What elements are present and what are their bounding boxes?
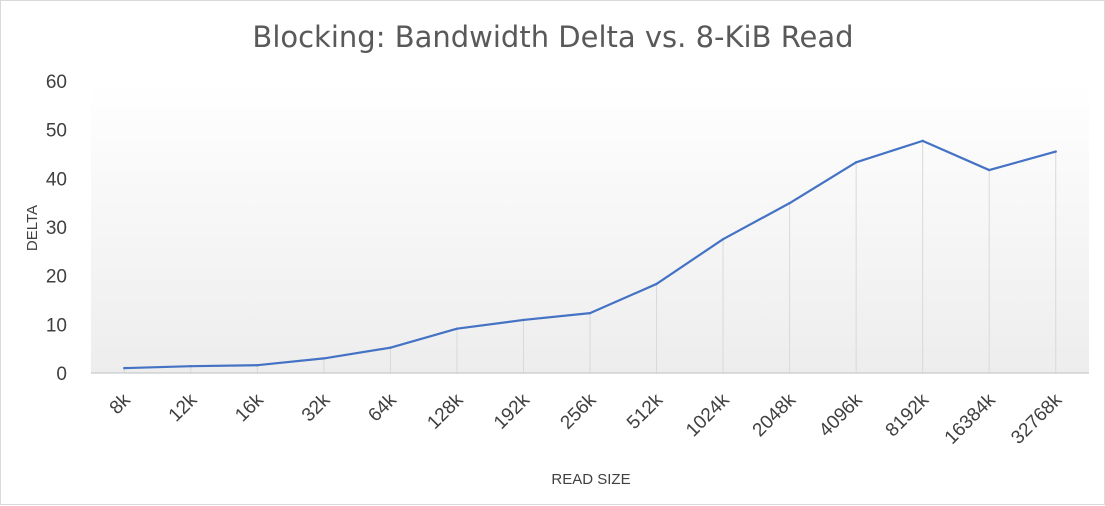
x-axis-ticks: 8k 12k 16k 32k 64k 128k 192k 256k 512k 1024k 2048k…	[106, 389, 1067, 448]
x-tick-label: 16384k	[941, 389, 1000, 448]
x-tick-label: 12k	[165, 389, 202, 426]
data-point-256k	[588, 311, 592, 315]
y-tick-label: 0	[56, 364, 67, 385]
data-point-4096k	[854, 161, 858, 164]
y-tick-label: 10	[46, 315, 67, 336]
y-tick-label: 20	[46, 267, 67, 288]
data-point-192k	[522, 318, 525, 322]
x-tick-label: 256k	[557, 389, 601, 433]
x-tick-label: 32768k	[1007, 389, 1066, 448]
data-point-8k	[123, 366, 126, 370]
data-point-2048k	[788, 201, 791, 205]
y-tick-label: 50	[46, 121, 67, 142]
x-tick-label: 32k	[298, 389, 335, 426]
data-point-8192k	[921, 139, 924, 143]
x-tick-label: 64k	[364, 389, 401, 426]
data-point-512k	[655, 282, 658, 286]
x-tick-label: 16k	[231, 389, 268, 426]
gridlines	[123, 140, 1057, 373]
y-tick-label: 60	[46, 72, 67, 93]
data-point-128k	[455, 327, 459, 330]
x-tick-label: 128k	[423, 389, 467, 433]
x-axis-label: READ SIZE	[551, 471, 630, 488]
data-point-1024k	[721, 237, 725, 241]
x-tick-label: 8k	[106, 389, 135, 418]
data-point-12k	[189, 364, 192, 368]
data-points	[123, 139, 1057, 370]
y-axis-label: DELTA	[24, 205, 41, 251]
x-tick-label: 512k	[623, 389, 667, 433]
data-point-16384k	[988, 168, 991, 172]
data-point-32k	[322, 357, 326, 360]
y-axis-ticks: 0 10 20 30 40 50 60	[46, 72, 67, 385]
chart-title: Blocking: Bandwidth Delta vs. 8-KiB Read	[252, 20, 853, 54]
x-tick-label: 8192k	[882, 389, 934, 441]
y-tick-label: 30	[46, 218, 67, 239]
x-tick-label: 192k	[490, 389, 534, 433]
y-tick-label: 40	[46, 169, 67, 190]
x-tick-label: 1024k	[682, 389, 734, 441]
x-tick-label: 4096k	[815, 389, 867, 441]
x-tick-label: 2048k	[749, 389, 801, 441]
data-point-16k	[256, 364, 259, 367]
data-point-64k	[389, 346, 392, 349]
data-point-32768k	[1054, 150, 1057, 153]
